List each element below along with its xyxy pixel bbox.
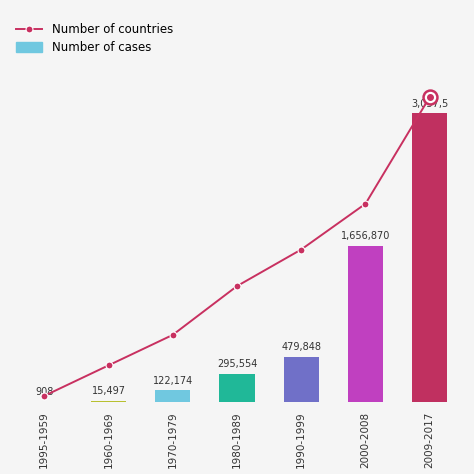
Text: 3,057,5: 3,057,5 (411, 99, 448, 109)
Bar (155, 391, 191, 402)
Bar (348, 246, 383, 402)
Bar (412, 113, 447, 402)
Bar (219, 374, 255, 402)
Bar (283, 356, 319, 402)
Text: 295,554: 295,554 (217, 359, 257, 369)
Bar (91, 401, 126, 402)
Text: 908: 908 (35, 387, 54, 397)
Text: 15,497: 15,497 (91, 386, 126, 396)
Text: 122,174: 122,174 (153, 376, 193, 386)
Text: 1,656,870: 1,656,870 (341, 231, 390, 241)
Text: 479,848: 479,848 (281, 342, 321, 352)
Legend: Number of countries, Number of cases: Number of countries, Number of cases (16, 23, 173, 54)
